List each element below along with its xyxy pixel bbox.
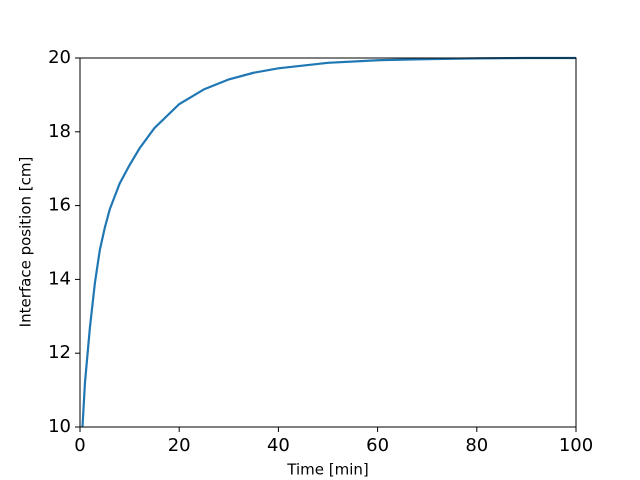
x-tick-label: 20 (168, 435, 191, 456)
y-tick-label: 10 (48, 416, 71, 437)
plot-frame (79, 57, 577, 428)
x-tick-label: 60 (366, 435, 389, 456)
y-tick-label: 12 (48, 342, 71, 363)
x-tick-label: 80 (465, 435, 488, 456)
x-tick-label: 100 (559, 435, 593, 456)
y-tick-label: 16 (48, 195, 71, 216)
y-tick-label: 20 (48, 47, 71, 68)
y-tick-label: 18 (48, 121, 71, 142)
y-tick-label: 14 (48, 268, 71, 289)
y-axis-label: Interface position [cm] (17, 157, 35, 328)
x-axis-label: Time [min] (286, 461, 368, 479)
line-series (81, 56, 576, 428)
x-tick-label: 0 (74, 435, 85, 456)
x-tick-label: 40 (267, 435, 290, 456)
